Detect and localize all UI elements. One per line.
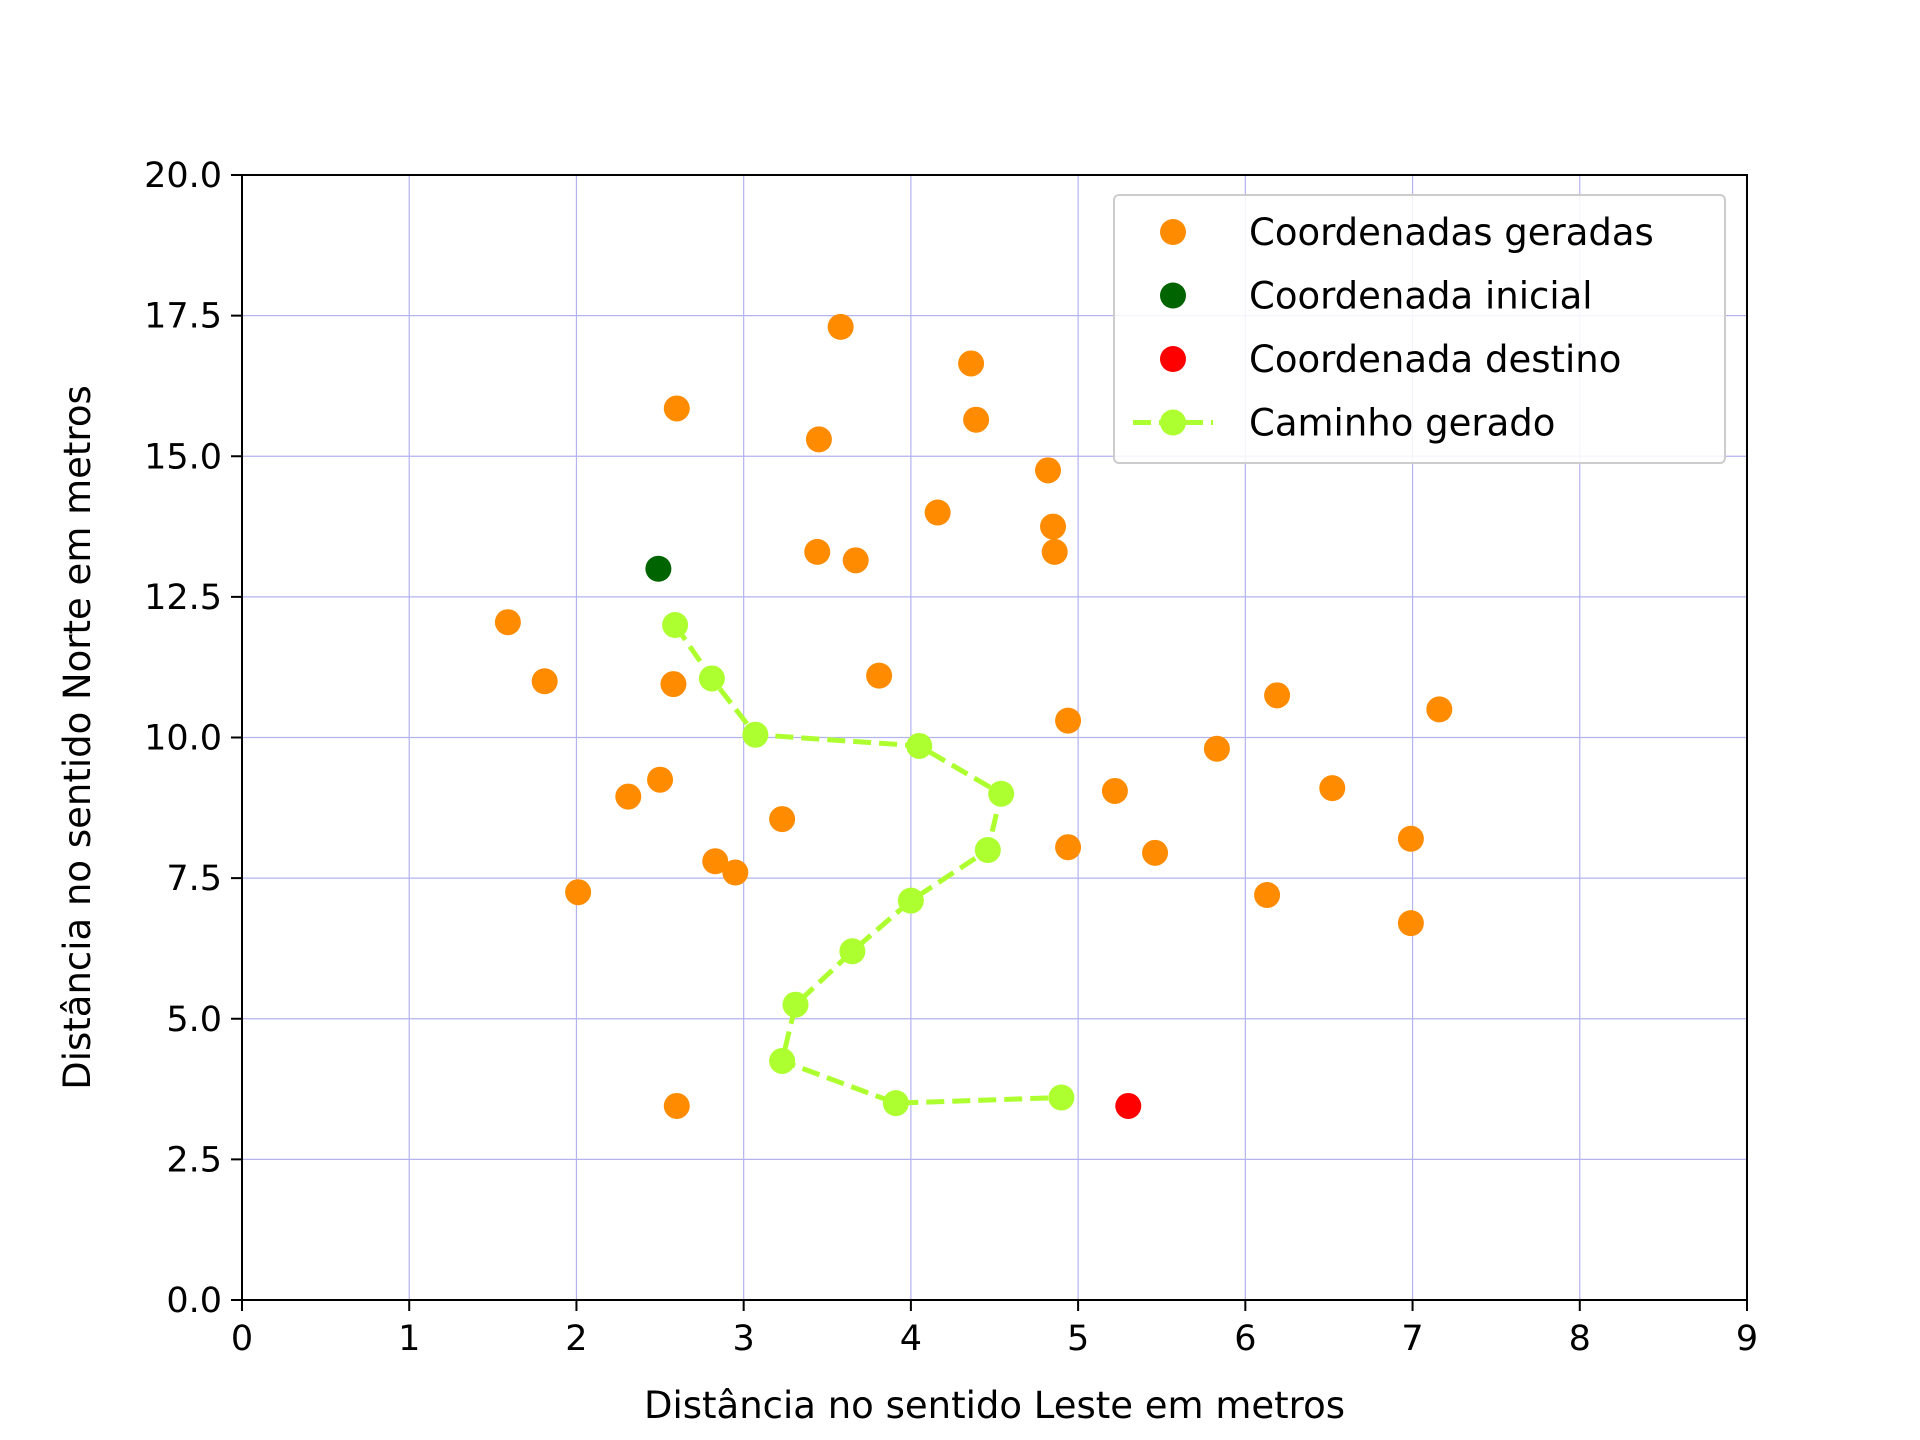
y-tick-label: 5.0: [166, 1000, 222, 1040]
data-point: [974, 837, 1001, 863]
series-2: [1115, 1092, 1142, 1119]
data-point: [1426, 696, 1453, 723]
series-1: [645, 555, 672, 582]
data-point: [645, 555, 672, 582]
legend-marker: [1160, 219, 1186, 245]
legend-marker: [1160, 409, 1186, 436]
legend-item: Coordenada inicial: [1160, 275, 1593, 318]
data-point: [963, 406, 990, 433]
data-point: [663, 1092, 690, 1119]
data-point: [1397, 910, 1424, 937]
data-point: [494, 609, 521, 636]
legend-marker: [1160, 346, 1186, 372]
data-point: [662, 612, 689, 638]
data-point: [769, 806, 796, 833]
x-tick-label: 6: [1234, 1319, 1256, 1359]
series-0: [494, 313, 1453, 1119]
data-point: [958, 350, 985, 377]
path-line: [673, 623, 1062, 1106]
data-point: [565, 879, 592, 906]
x-tick-label: 8: [1569, 1319, 1591, 1359]
y-tick-label: 12.5: [144, 578, 222, 618]
legend-item: Coordenada destino: [1160, 338, 1621, 381]
legend-item: Coordenadas geradas: [1160, 211, 1654, 254]
data-point: [1035, 457, 1062, 484]
y-tick-label: 17.5: [144, 297, 222, 337]
series-layer: [494, 313, 1453, 1119]
data-point: [1040, 513, 1067, 540]
legend: Coordenadas geradas Coordenada inicial Coo…: [1113, 194, 1726, 464]
data-point: [702, 848, 729, 875]
legend-label: Coordenada destino: [1249, 338, 1621, 381]
data-point: [1055, 707, 1082, 734]
y-tick-label: 20.0: [144, 156, 222, 196]
data-point: [1041, 538, 1068, 565]
y-tick-label: 7.5: [166, 859, 222, 899]
legend-label: Caminho gerado: [1249, 402, 1555, 445]
x-tick-label: 9: [1736, 1319, 1758, 1359]
data-point: [722, 859, 749, 886]
y-tick-label: 2.5: [166, 1140, 222, 1180]
data-point: [1203, 735, 1230, 762]
data-point: [1048, 1084, 1075, 1111]
y-tick-label: 15.0: [144, 437, 222, 477]
data-point: [1115, 1092, 1142, 1119]
data-point: [866, 662, 893, 689]
data-point: [839, 938, 866, 965]
y-tick-label: 10.0: [144, 719, 222, 759]
data-point: [742, 721, 769, 748]
x-tick-label: 3: [733, 1319, 755, 1359]
data-point: [1142, 839, 1169, 866]
data-point: [1397, 825, 1424, 852]
y-tick-label: 0.0: [166, 1281, 222, 1321]
x-tick-label: 4: [900, 1319, 922, 1359]
data-point: [842, 547, 869, 574]
x-tick-label: 1: [398, 1319, 420, 1359]
legend-item: Caminho gerado: [1133, 402, 1555, 445]
data-point: [615, 783, 642, 810]
legend-marker: [1160, 282, 1186, 309]
data-point: [660, 671, 687, 698]
data-point: [647, 766, 674, 793]
y-axis-label: Distância no sentido Norte em metros: [56, 385, 99, 1090]
data-point: [906, 732, 933, 759]
data-point: [882, 1090, 909, 1117]
x-axis-label: Distância no sentido Leste em metros: [644, 1384, 1345, 1427]
series-3: [662, 612, 1075, 1117]
data-point: [782, 991, 809, 1018]
data-point: [1055, 834, 1082, 861]
data-point: [663, 395, 690, 422]
data-point: [1264, 682, 1291, 709]
data-point: [924, 499, 951, 526]
legend-label: Coordenada inicial: [1249, 275, 1593, 318]
data-point: [769, 1047, 796, 1074]
data-point: [988, 780, 1015, 807]
data-point: [804, 538, 831, 565]
x-tick-label: 7: [1401, 1319, 1423, 1359]
data-point: [827, 313, 854, 340]
legend-label: Coordenadas geradas: [1249, 211, 1654, 254]
data-point: [1319, 775, 1346, 802]
x-tick-label: 0: [231, 1319, 253, 1359]
data-point: [531, 668, 558, 695]
data-point: [1101, 777, 1128, 804]
axis-ticks: 0 1 2 3 4 5 6 7 8 9 0.0 2.5 5.0 7.5 10.0 12.5 15.0 17.5 20…: [144, 156, 1758, 1359]
x-tick-label: 2: [565, 1319, 587, 1359]
data-point: [897, 887, 924, 914]
data-point: [805, 426, 832, 453]
legend-box: [1113, 194, 1726, 464]
data-point: [698, 665, 725, 692]
data-point: [1254, 882, 1281, 908]
x-tick-label: 5: [1067, 1319, 1089, 1359]
